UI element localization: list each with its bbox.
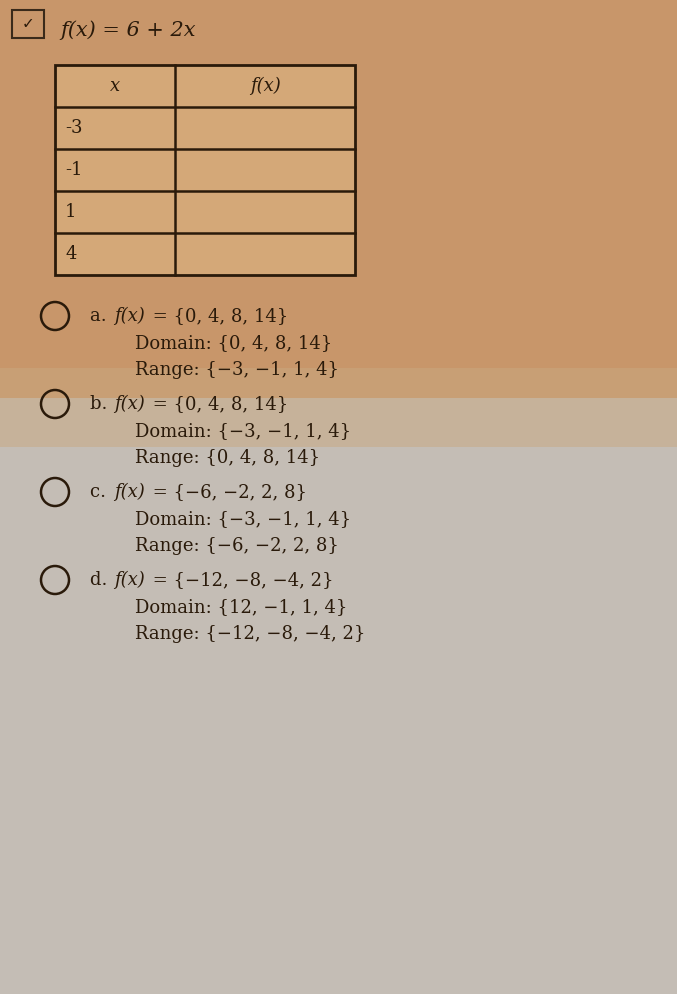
Text: x: x (110, 77, 120, 95)
Text: Range: {−6, −2, 2, 8}: Range: {−6, −2, 2, 8} (135, 537, 339, 555)
Text: f(x): f(x) (114, 395, 146, 414)
Text: Range: {−3, −1, 1, 4}: Range: {−3, −1, 1, 4} (135, 361, 339, 379)
Text: Domain: {0, 4, 8, 14}: Domain: {0, 4, 8, 14} (135, 334, 332, 352)
Bar (55, 65, 355, 275)
Text: -3: -3 (65, 119, 83, 137)
Bar (0, 0, 677, 398)
Text: Domain: {−3, −1, 1, 4}: Domain: {−3, −1, 1, 4} (135, 510, 351, 528)
Bar (0, 368, 677, 447)
Text: = {0, 4, 8, 14}: = {0, 4, 8, 14} (148, 395, 288, 413)
Text: = {−6, −2, 2, 8}: = {−6, −2, 2, 8} (148, 483, 307, 501)
Text: Range: {−12, −8, −4, 2}: Range: {−12, −8, −4, 2} (135, 625, 366, 643)
Text: ✓: ✓ (22, 17, 35, 32)
Text: a.: a. (90, 307, 112, 325)
Text: Range: {0, 4, 8, 14}: Range: {0, 4, 8, 14} (135, 449, 320, 467)
Text: = {0, 4, 8, 14}: = {0, 4, 8, 14} (148, 307, 288, 325)
Text: c.: c. (90, 483, 112, 501)
Text: Domain: {12, −1, 1, 4}: Domain: {12, −1, 1, 4} (135, 598, 347, 616)
Text: f(x): f(x) (114, 571, 146, 589)
Text: Domain: {−3, −1, 1, 4}: Domain: {−3, −1, 1, 4} (135, 422, 351, 440)
Text: f(x) = 6 + 2x: f(x) = 6 + 2x (60, 20, 196, 40)
Text: = {−12, −8, −4, 2}: = {−12, −8, −4, 2} (148, 571, 334, 589)
Text: -1: -1 (65, 161, 83, 179)
Text: f(x): f(x) (114, 483, 146, 501)
Text: f(x): f(x) (250, 77, 280, 95)
Text: d.: d. (90, 571, 113, 589)
Text: f(x): f(x) (114, 307, 146, 325)
Text: 1: 1 (65, 203, 77, 221)
Bar (12, 10, 44, 38)
Text: b.: b. (90, 395, 113, 413)
Bar (55, 65, 355, 275)
Text: 4: 4 (65, 245, 77, 263)
Bar (0, 398, 677, 994)
